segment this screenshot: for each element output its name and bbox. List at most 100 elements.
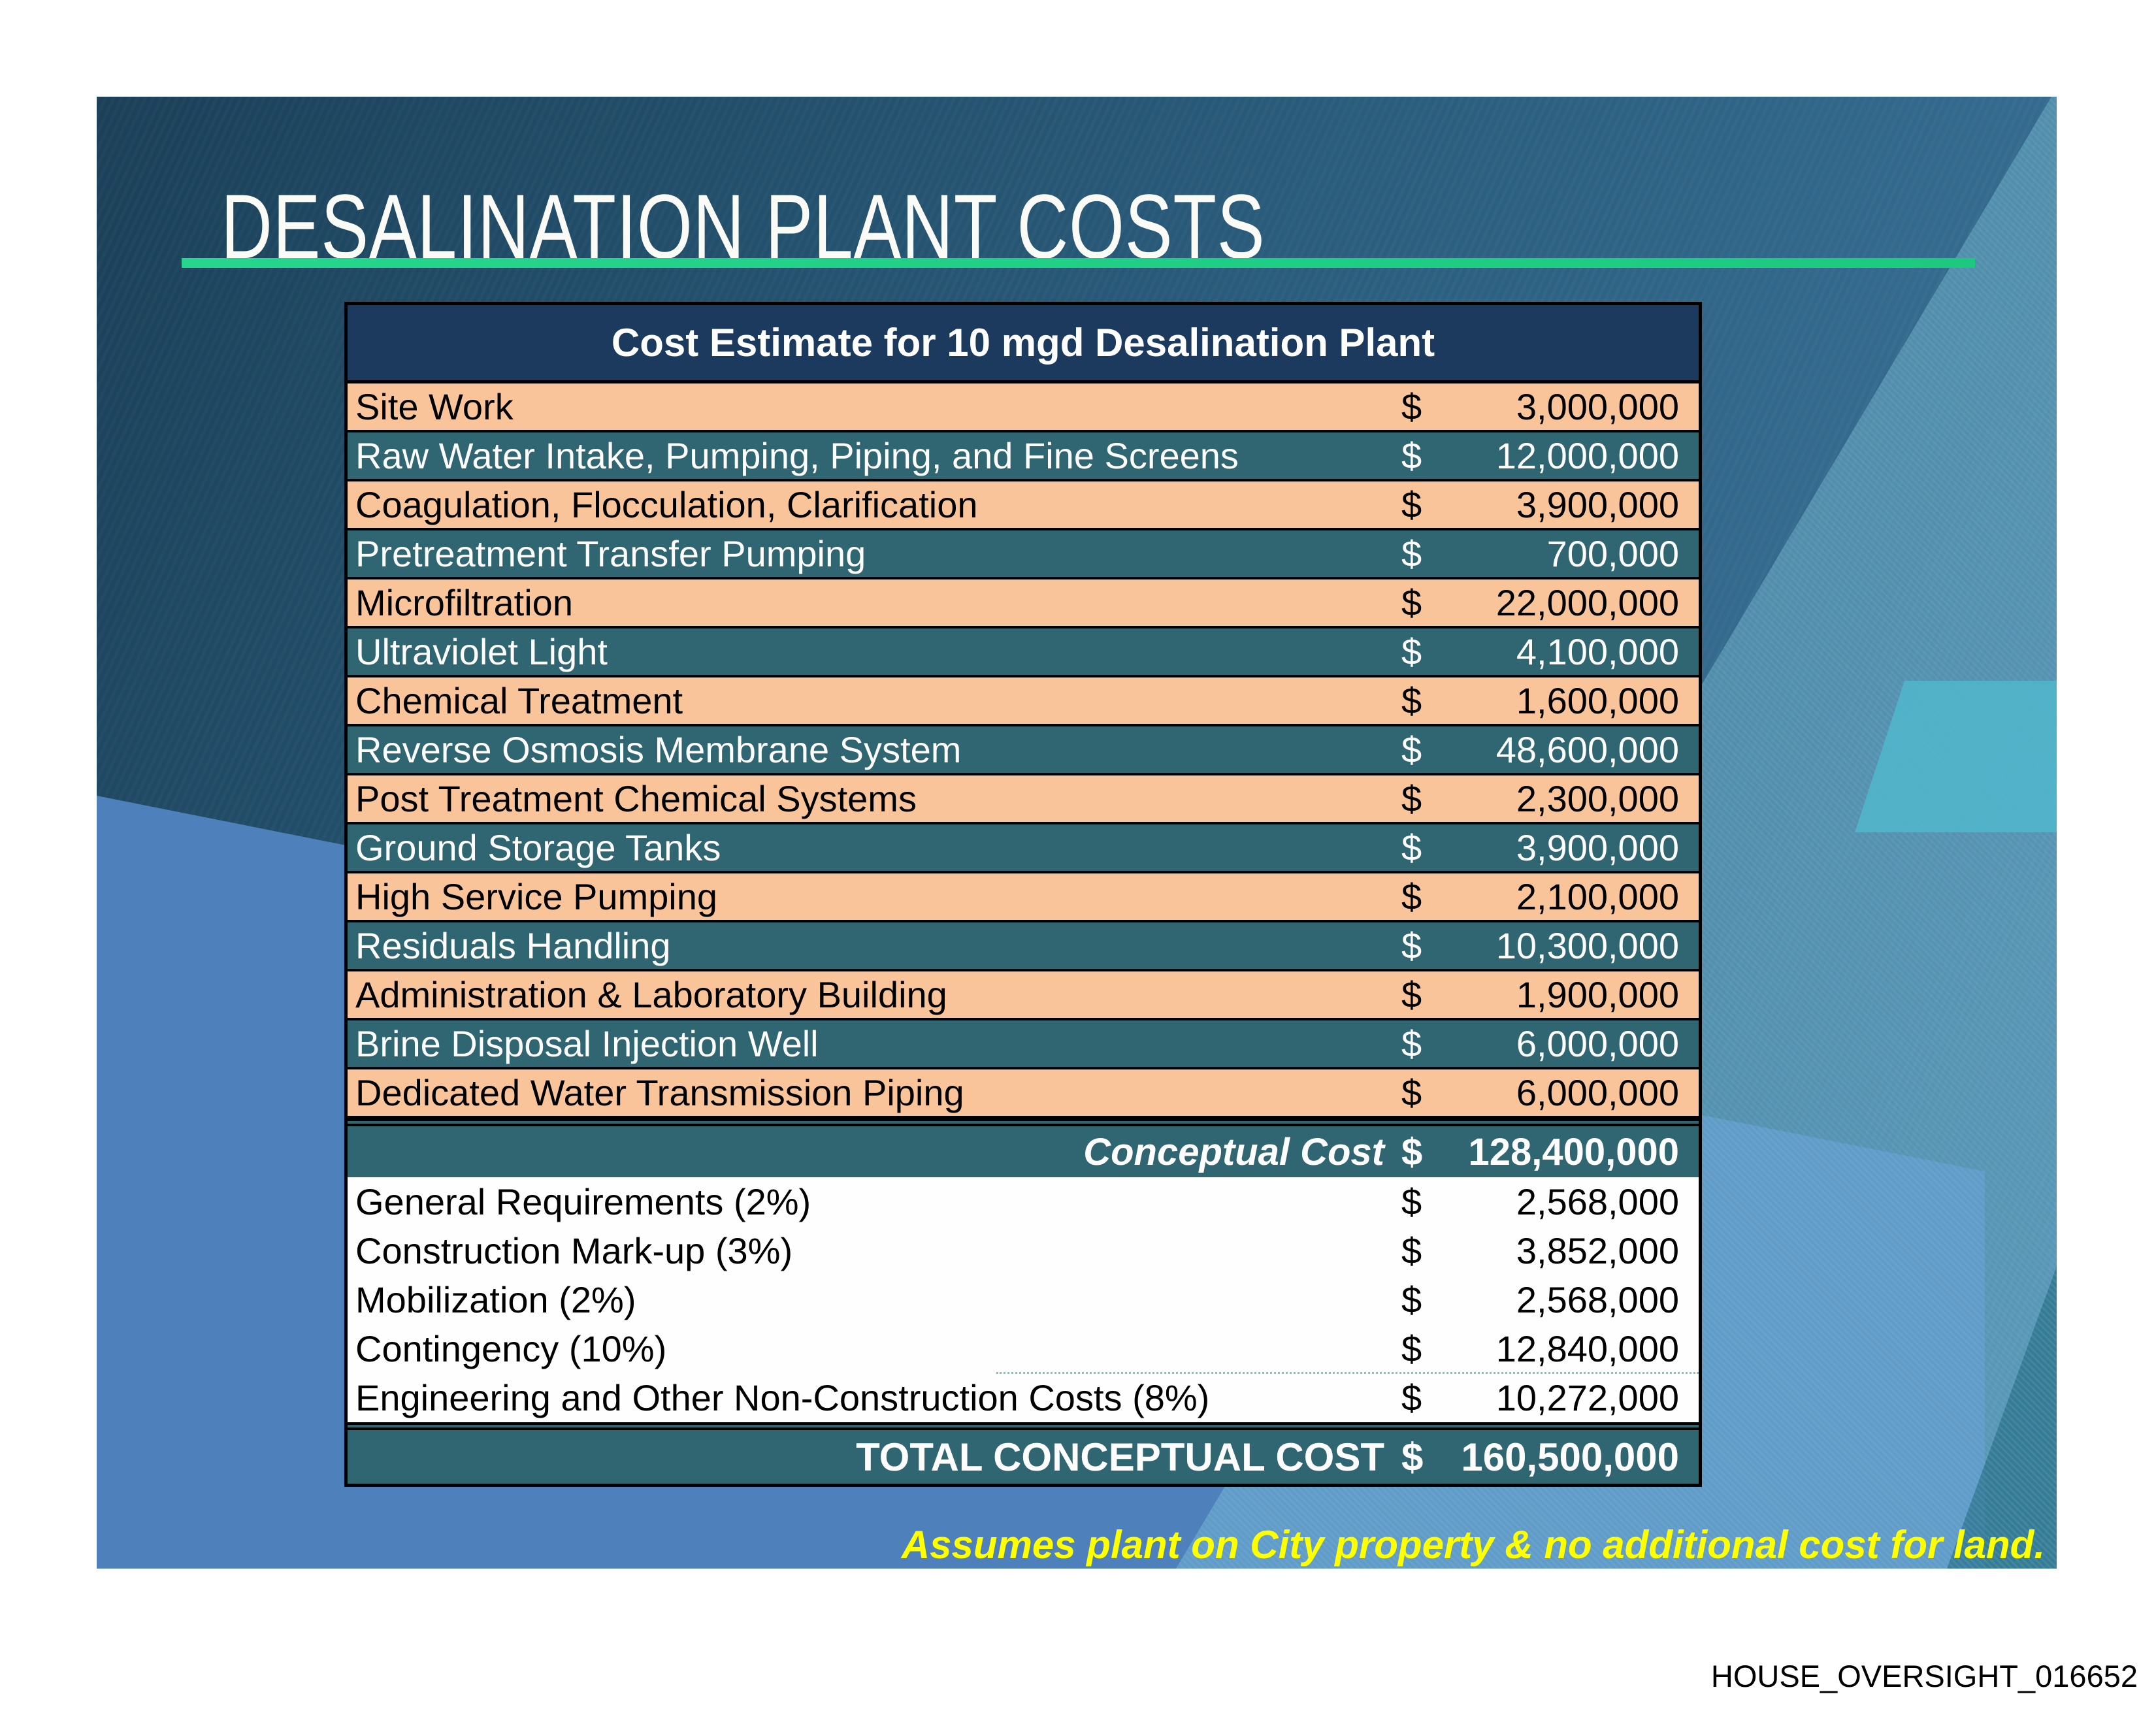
currency-symbol: $ xyxy=(1401,1328,1422,1369)
currency-symbol: $ xyxy=(1401,1130,1423,1173)
conceptual-cost-label: Conceptual Cost xyxy=(1083,1130,1384,1173)
amount-value: 2,568,000 xyxy=(1516,1279,1679,1320)
addon-row: Contingency (10%) $12,840,000 xyxy=(348,1324,1699,1373)
amount-value: 160,500,000 xyxy=(1461,1435,1679,1479)
row-label: Chemical Treatment xyxy=(355,680,683,721)
amount-value: 3,852,000 xyxy=(1516,1230,1679,1271)
cost-row: Reverse Osmosis Membrane System $48,600,0… xyxy=(348,726,1699,775)
row-amount: $12,840,000 xyxy=(1401,1328,1699,1370)
row-amount: $48,600,000 xyxy=(1401,728,1699,771)
cost-row: Brine Disposal Injection Well $6,000,000 xyxy=(348,1020,1699,1069)
addon-row: General Requirements (2%) $2,568,000 xyxy=(348,1177,1699,1226)
row-amount: $3,900,000 xyxy=(1401,826,1699,869)
cost-row: Administration & Laboratory Building $1,9… xyxy=(348,971,1699,1020)
row-label: High Service Pumping xyxy=(355,876,718,917)
currency-symbol: $ xyxy=(1401,925,1422,966)
currency-symbol: $ xyxy=(1401,1279,1422,1320)
cost-row: Coagulation, Flocculation, Clarification… xyxy=(348,481,1699,530)
row-amount: $4,100,000 xyxy=(1401,630,1699,673)
amount-value: 12,000,000 xyxy=(1495,435,1679,476)
slide: DESALINATION PLANT COSTS Cost Estimate f… xyxy=(97,97,2057,1569)
currency-symbol: $ xyxy=(1401,974,1422,1015)
currency-symbol: $ xyxy=(1401,827,1422,868)
amount-value: 10,272,000 xyxy=(1495,1377,1679,1418)
total-cost-label: TOTAL CONCEPTUAL COST xyxy=(856,1435,1384,1479)
row-label: Ultraviolet Light xyxy=(355,631,608,672)
amount-value: 4,100,000 xyxy=(1516,631,1679,672)
cost-row: Dedicated Water Transmission Piping $6,00… xyxy=(348,1069,1699,1118)
row-label: General Requirements (2%) xyxy=(355,1181,811,1222)
cost-row: Microfiltration $22,000,000 xyxy=(348,579,1699,628)
addon-row: Engineering and Other Non-Construction C… xyxy=(348,1372,1699,1422)
cost-row: Site Work $3,000,000 xyxy=(348,383,1699,432)
row-label: Pretreatment Transfer Pumping xyxy=(355,533,866,574)
cost-row: Ultraviolet Light $4,100,000 xyxy=(348,628,1699,677)
conceptual-cost-amount: $ 128,400,000 xyxy=(1401,1130,1699,1174)
cost-row: Residuals Handling $10,300,000 xyxy=(348,922,1699,971)
table-header: Cost Estimate for 10 mgd Desalination Pl… xyxy=(348,305,1699,383)
row-label: Coagulation, Flocculation, Clarification xyxy=(355,484,978,525)
row-amount: $10,272,000 xyxy=(1401,1377,1699,1419)
row-amount: $2,100,000 xyxy=(1401,875,1699,918)
row-amount: $12,000,000 xyxy=(1401,434,1699,477)
amount-value: 2,300,000 xyxy=(1516,778,1679,819)
currency-symbol: $ xyxy=(1401,680,1422,721)
currency-symbol: $ xyxy=(1401,729,1422,770)
addon-row: Mobilization (2%) $2,568,000 xyxy=(348,1275,1699,1324)
cost-estimate-table: Cost Estimate for 10 mgd Desalination Pl… xyxy=(344,302,1702,1487)
row-label: Raw Water Intake, Pumping, Piping, and F… xyxy=(355,435,1239,476)
row-label: Ground Storage Tanks xyxy=(355,827,721,868)
amount-value: 6,000,000 xyxy=(1516,1023,1679,1064)
amount-value: 1,600,000 xyxy=(1516,680,1679,721)
amount-value: 1,900,000 xyxy=(1516,974,1679,1015)
cost-row: Pretreatment Transfer Pumping $700,000 xyxy=(348,530,1699,579)
row-label: Microfiltration xyxy=(355,582,573,623)
cost-row: Ground Storage Tanks $3,900,000 xyxy=(348,824,1699,873)
cost-rows-section: Site Work $3,000,000 Raw Water Intake, Pum… xyxy=(348,383,1699,1118)
currency-symbol: $ xyxy=(1401,1230,1422,1271)
currency-symbol: $ xyxy=(1401,1181,1422,1222)
row-amount: $6,000,000 xyxy=(1401,1022,1699,1065)
currency-symbol: $ xyxy=(1401,484,1422,525)
row-label: Reverse Osmosis Membrane System xyxy=(355,729,962,770)
row-label: Mobilization (2%) xyxy=(355,1279,636,1320)
row-amount: $1,900,000 xyxy=(1401,973,1699,1016)
amount-value: 2,100,000 xyxy=(1516,876,1679,917)
cost-row: Chemical Treatment $1,600,000 xyxy=(348,677,1699,726)
currency-symbol: $ xyxy=(1401,1435,1424,1479)
row-amount: $3,000,000 xyxy=(1401,385,1699,428)
document-watermark: HOUSE_OVERSIGHT_016652 xyxy=(1710,1659,2138,1693)
amount-value: 2,568,000 xyxy=(1516,1181,1679,1222)
total-conceptual-cost-row: TOTAL CONCEPTUAL COST $ 160,500,000 xyxy=(348,1422,1699,1484)
row-label: Brine Disposal Injection Well xyxy=(355,1023,819,1064)
currency-symbol: $ xyxy=(1401,386,1422,427)
cost-row: Raw Water Intake, Pumping, Piping, and F… xyxy=(348,432,1699,481)
row-label: Site Work xyxy=(355,386,514,427)
amount-value: 12,840,000 xyxy=(1495,1328,1679,1369)
cost-row: Post Treatment Chemical Systems $2,300,00… xyxy=(348,775,1699,824)
currency-symbol: $ xyxy=(1401,876,1422,917)
amount-value: 48,600,000 xyxy=(1495,729,1679,770)
currency-symbol: $ xyxy=(1401,778,1422,819)
amount-value: 700,000 xyxy=(1546,533,1679,574)
currency-symbol: $ xyxy=(1401,1377,1422,1418)
title-underline-bar xyxy=(182,258,1975,268)
row-label: Contingency (10%) xyxy=(355,1328,667,1369)
row-amount: $6,000,000 xyxy=(1401,1071,1699,1114)
currency-symbol: $ xyxy=(1401,533,1422,574)
addon-rows-section: General Requirements (2%) $2,568,000 Const… xyxy=(348,1177,1699,1422)
row-label: Construction Mark-up (3%) xyxy=(355,1230,793,1271)
amount-value: 3,000,000 xyxy=(1516,386,1679,427)
currency-symbol: $ xyxy=(1401,631,1422,672)
row-label: Engineering and Other Non-Construction C… xyxy=(355,1377,1210,1418)
amount-value: 10,300,000 xyxy=(1495,925,1679,966)
conceptual-cost-row: Conceptual Cost $ 128,400,000 xyxy=(348,1118,1699,1177)
currency-symbol: $ xyxy=(1401,1023,1422,1064)
cost-row: High Service Pumping $2,100,000 xyxy=(348,873,1699,922)
row-amount: $1,600,000 xyxy=(1401,679,1699,722)
row-amount: $22,000,000 xyxy=(1401,581,1699,624)
row-amount: $2,568,000 xyxy=(1401,1279,1699,1321)
row-amount: $2,300,000 xyxy=(1401,777,1699,820)
row-amount: $3,900,000 xyxy=(1401,483,1699,526)
